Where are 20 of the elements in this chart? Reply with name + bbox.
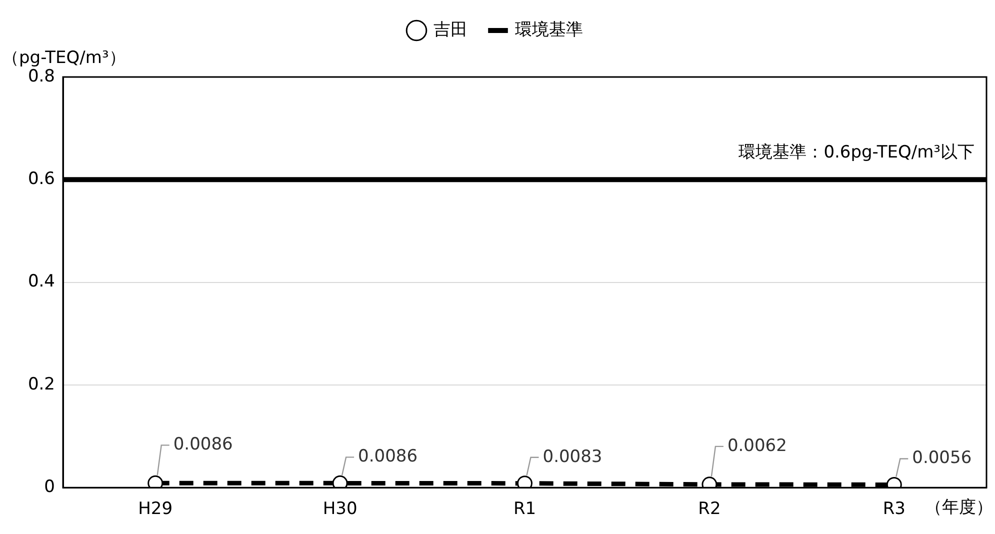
y-tick-label: 0	[44, 477, 55, 498]
x-tick-label: H29	[138, 499, 173, 520]
y-tick-label: 0.6	[28, 169, 55, 190]
annotation: 環境基準：0.6pg-TEQ/m³以下	[738, 142, 974, 163]
x-tick-label: H30	[322, 499, 358, 520]
legend-label: 環境基準	[515, 20, 583, 40]
y-tick-label: 0.4	[28, 272, 55, 292]
legend-label: 吉田	[434, 20, 468, 40]
y-tick-label: 0.8	[28, 66, 55, 86]
x-tick-label: R2	[698, 499, 721, 520]
y-axis-title: （pg-TEQ/m³）	[2, 48, 126, 68]
y-tick-label: 0.2	[28, 374, 55, 394]
data-label: 0.0086	[358, 446, 418, 467]
x-tick-label: R1	[513, 499, 536, 520]
x-axis-title: （年度）	[925, 498, 993, 518]
data-label: 0.0062	[727, 436, 787, 456]
data-label: 0.0083	[542, 446, 602, 467]
x-tick-label: R3	[882, 499, 906, 520]
data-label: 0.0056	[912, 448, 972, 468]
data-label: 0.0086	[173, 434, 233, 455]
